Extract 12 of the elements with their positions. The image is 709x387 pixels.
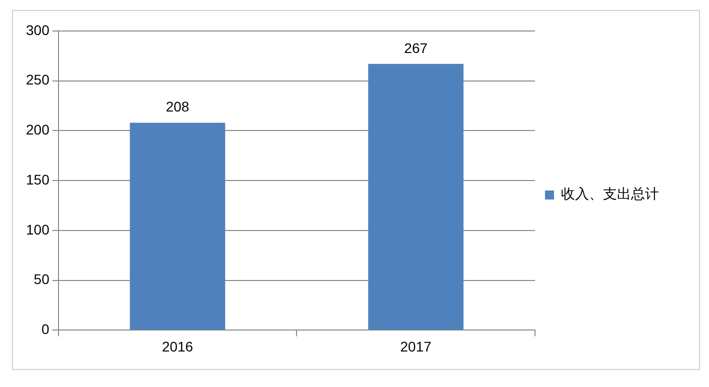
y-tick-label: 150 [26,171,50,188]
y-tick-label: 0 [42,321,50,338]
data-label: 208 [166,98,190,115]
x-tick-label: 2017 [400,338,432,354]
y-tick-label: 100 [26,221,50,238]
y-tick-label: 250 [26,72,50,88]
x-tick-label: 2016 [162,338,194,354]
y-tick-label: 300 [26,22,50,38]
y-tick-label: 200 [26,122,50,138]
legend-label: 收入、支出总计 [561,186,659,203]
y-tick-label: 50 [34,271,50,288]
data-label: 267 [404,40,428,56]
